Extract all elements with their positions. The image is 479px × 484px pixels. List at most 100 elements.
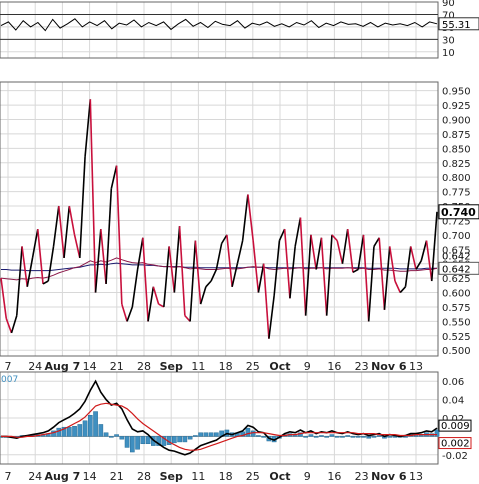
macd-histogram-bar <box>145 436 151 445</box>
panel-frame <box>0 371 439 465</box>
macd-histogram-bar <box>103 432 109 437</box>
price-tick-label: 0.775 <box>442 188 471 199</box>
price-tick-label: 0.825 <box>442 159 471 170</box>
price-tick-label: 0.950 <box>442 87 471 98</box>
ma-value-box <box>438 261 479 275</box>
rsi-tick-label: 30 <box>442 35 455 46</box>
price-tick-label: 0.625 <box>442 274 471 285</box>
price-line-segment <box>367 246 375 322</box>
macd-tick-label: 0.06 <box>442 377 464 388</box>
ma2-value-label: 0.642 <box>442 251 471 262</box>
macd-left-label: 007 <box>1 375 18 385</box>
price-line-segment <box>73 234 81 259</box>
rsi-last-value-label: 55.31 <box>442 20 471 31</box>
price-line-segment <box>378 237 386 310</box>
price-line-segment <box>388 246 396 282</box>
price-line-segment <box>42 280 49 285</box>
price-line-segment <box>220 234 228 244</box>
macd-histogram-bar <box>98 424 104 437</box>
price-line-segment <box>126 306 134 322</box>
price-line-segment <box>304 234 312 316</box>
macd-histogram-bar <box>387 436 393 438</box>
macd-histogram-bar <box>56 427 62 437</box>
price-line-segment <box>147 286 155 322</box>
price-line-segment <box>57 205 65 259</box>
x-axis-tick-label: 9 <box>304 360 311 373</box>
x-axis-tick-label: 25 <box>246 360 260 373</box>
price-line-segment <box>420 240 428 262</box>
price-line-segment <box>346 228 354 273</box>
x-axis-tick-label: 28 <box>137 360 151 373</box>
price-tick-label: 0.700 <box>442 231 471 242</box>
x-axis-tick-label: 7 <box>5 360 12 373</box>
macd-histogram-bar <box>350 436 356 438</box>
price-line-segment <box>68 205 76 236</box>
price-line-segment <box>325 234 333 316</box>
price-line-segment <box>430 211 438 282</box>
ma-value-label: 0.642 <box>442 264 471 275</box>
price-line-segment <box>278 228 286 241</box>
x-axis-price: 7 24 Aug 7 14 21 28 Sep 11 18 25 Oct 9 16 23 Nov 6 13 <box>5 360 424 373</box>
x-axis-tick-label: 14 <box>83 470 97 483</box>
price-line-segment <box>5 318 13 334</box>
macd-histogram-bar <box>245 427 251 437</box>
macd-histogram-bar <box>366 436 372 439</box>
moving-average-short-line <box>0 257 438 281</box>
macd-signal-value-label: 0.002 <box>441 439 470 450</box>
x-axis-tick-label: 25 <box>246 470 260 483</box>
price-line-segment <box>299 217 307 316</box>
macd-histogram-bar <box>77 424 83 437</box>
macd-histogram-bar <box>313 436 319 438</box>
macd-histogram-bar <box>392 436 398 438</box>
price-line-segment <box>173 226 181 293</box>
macd-value-label: 0.009 <box>441 421 470 432</box>
macd-histogram-bar <box>334 436 340 438</box>
macd-histogram-bar <box>256 435 261 437</box>
price-line-segment <box>26 257 34 287</box>
macd-tick-label: 0.04 <box>442 396 464 407</box>
price-line-segment <box>320 237 328 316</box>
price-line-segment <box>268 295 275 339</box>
price-line-segment <box>194 240 202 305</box>
macd-histogram-bar <box>240 431 245 437</box>
macd-histogram-bar <box>361 436 366 438</box>
price-line-segment <box>289 246 296 299</box>
x-axis-tick-label: Aug 7 <box>45 470 81 483</box>
macd-histogram-bar <box>308 434 314 437</box>
macd-histogram-bar <box>140 436 146 445</box>
macd-histogram-bar <box>182 436 188 443</box>
price-line-segment <box>336 240 344 264</box>
price-line-segment <box>231 263 239 287</box>
price-line-segment <box>357 234 365 270</box>
price-line-segment <box>105 188 113 284</box>
price-line-segment <box>404 246 412 287</box>
x-axis-tick-label: 24 <box>28 470 42 483</box>
price-line-segment <box>31 228 39 259</box>
price-line-segment <box>152 286 160 305</box>
x-axis-tick-label: 18 <box>219 470 233 483</box>
price-line-segment <box>15 246 23 316</box>
price-line-segment <box>262 263 270 339</box>
price-tick-label: 0.925 <box>442 101 471 112</box>
macd-histogram-bar <box>93 411 98 437</box>
price-line-segment <box>236 240 244 264</box>
price-last-value-box <box>438 204 479 220</box>
price-line-segment <box>373 237 380 247</box>
price-line-segment <box>52 205 60 247</box>
x-axis-tick-label: 18 <box>219 360 233 373</box>
x-axis-tick-label: Sep <box>160 470 183 483</box>
price-line-segment <box>383 246 391 310</box>
price-line-segment <box>352 268 359 274</box>
macd-histogram-bar <box>319 435 324 437</box>
price-tick-label: 0.550 <box>442 317 471 328</box>
macd-histogram-bar <box>434 429 440 437</box>
x-axis-tick-label: 24 <box>28 360 42 373</box>
rsi-tick-label: 10 <box>442 48 455 59</box>
price-tick-label: 0.900 <box>442 115 471 126</box>
macd-histogram-bar <box>161 436 167 446</box>
price-line-segment <box>0 278 8 319</box>
price-tick-label: 0.500 <box>442 346 471 357</box>
price-line-segment <box>131 269 139 308</box>
macd-histogram-bar <box>250 430 256 437</box>
price-last-value-label: 0.740 <box>441 206 476 219</box>
